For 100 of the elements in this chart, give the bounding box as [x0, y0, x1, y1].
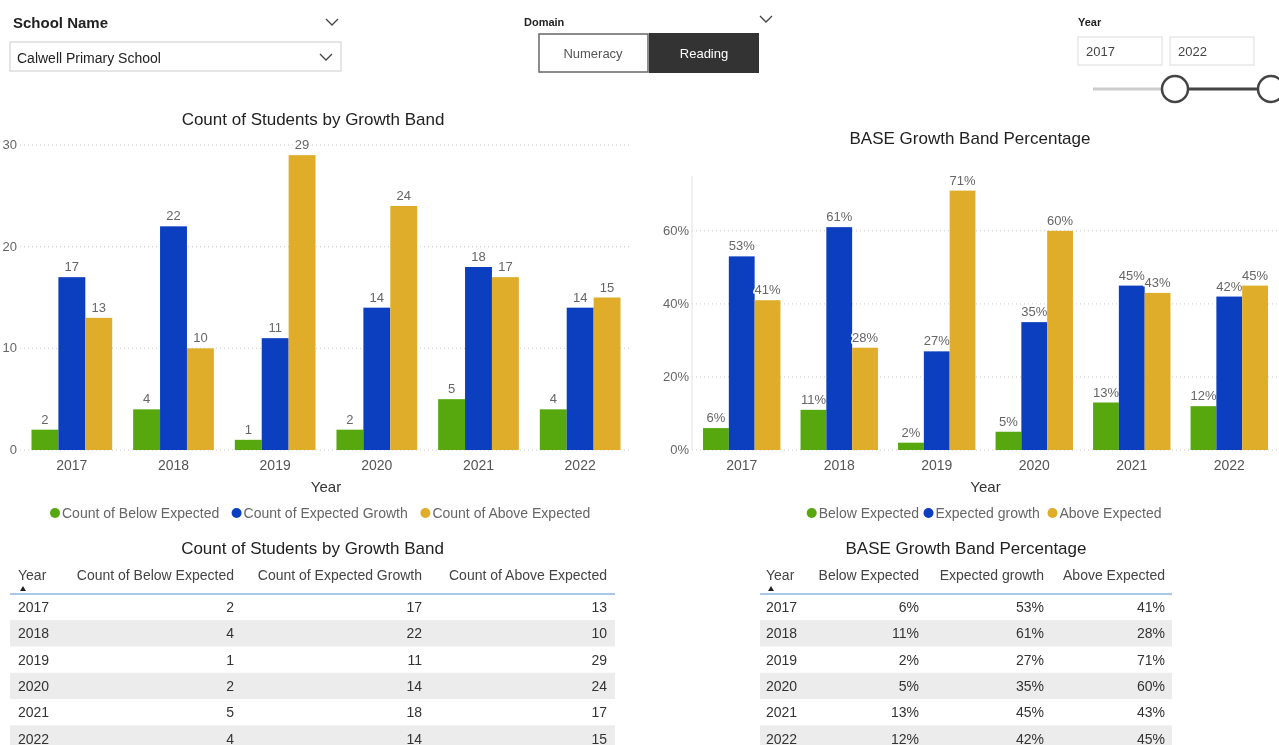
- text: 11%: [892, 625, 919, 642]
- data-label: 12%: [1190, 388, 1217, 404]
- chart-title: BASE Growth Band Percentage: [845, 539, 1087, 558]
- data-label: 4: [549, 391, 557, 407]
- x-tick-label: 2020: [361, 457, 393, 473]
- text: 11: [407, 651, 422, 668]
- text: 22: [406, 625, 422, 642]
- text: 35%: [1015, 677, 1044, 694]
- category-label: 2021: [18, 704, 50, 721]
- data-label: 42%: [1216, 278, 1243, 294]
- text: Numeracy: [563, 46, 624, 61]
- legend-label: Count of Below Expected: [62, 505, 220, 521]
- data-label: 18: [471, 249, 486, 264]
- text: 18: [406, 704, 422, 721]
- y-tick-label: 60%: [662, 222, 690, 238]
- data-label: 24: [396, 188, 411, 203]
- data-label: 28%: [852, 329, 879, 345]
- data-label: 17: [498, 259, 513, 275]
- text: 43%: [1136, 704, 1165, 721]
- data-label: 5: [447, 381, 456, 397]
- x-tick-label: 2019: [259, 457, 291, 473]
- data-label: 10: [193, 330, 208, 346]
- text: 13: [591, 599, 607, 615]
- text: Year: [1078, 16, 1102, 28]
- text: 13%: [890, 704, 919, 721]
- x-tick-label: 2018: [157, 457, 190, 473]
- x-tick-label: 2017: [726, 457, 758, 473]
- text: 2022: [1178, 44, 1207, 59]
- y-tick-label: 20: [2, 238, 17, 254]
- category-label: 2022: [18, 730, 50, 745]
- text: 45%: [1136, 730, 1165, 745]
- data-label: 60%: [1047, 212, 1074, 228]
- text: 45%: [1015, 704, 1044, 721]
- legend-label: Above Expected: [1059, 505, 1162, 521]
- text: 5: [226, 704, 234, 721]
- data-label: 1: [244, 421, 252, 437]
- text: 24: [591, 677, 607, 694]
- chart-title: BASE Growth Band Percentage: [849, 129, 1091, 148]
- y-tick-label: 0%: [670, 442, 690, 457]
- text: Count of Expected Growth: [257, 567, 422, 583]
- data-label: 71%: [949, 172, 976, 188]
- text: 12%: [890, 730, 919, 745]
- data-label: 4: [142, 391, 151, 407]
- data-label: 2%: [901, 424, 921, 440]
- data-label: 11%: [800, 391, 827, 407]
- y-tick-label: 10: [2, 340, 17, 356]
- data-label: 29: [294, 137, 310, 153]
- text: 71%: [1136, 651, 1165, 668]
- text: 2: [226, 677, 234, 694]
- data-label: 13%: [1092, 384, 1120, 400]
- text: School Name: [13, 14, 109, 31]
- category-label: 2019: [18, 651, 50, 668]
- data-label: 11: [268, 320, 282, 336]
- legend-label: Below Expected: [818, 505, 920, 521]
- text: Count of Above Expected: [449, 567, 607, 583]
- data-label: 61%: [826, 209, 853, 225]
- text: 60%: [1136, 677, 1165, 694]
- x-tick-label: 2017: [56, 457, 88, 473]
- data-label: 45%: [1242, 267, 1269, 283]
- x-tick-label: 2020: [1018, 457, 1051, 473]
- x-tick-label: 2021: [1116, 457, 1148, 473]
- data-label: 43%: [1144, 274, 1172, 290]
- text: 42%: [1015, 730, 1044, 745]
- text: 2%: [898, 651, 919, 668]
- category-label: 2018: [766, 625, 798, 642]
- category-label: 2021: [766, 704, 798, 721]
- text: Below Expected: [818, 567, 919, 583]
- text: 4: [226, 625, 234, 642]
- text: Calwell Primary School: [17, 50, 161, 66]
- x-tick-label: 2019: [921, 457, 953, 473]
- text: 28%: [1136, 625, 1165, 642]
- category-label: 2017: [18, 599, 50, 615]
- data-label: 15: [599, 279, 615, 295]
- data-label: 53%: [728, 238, 756, 254]
- text: 2022: [766, 730, 798, 745]
- text: 17: [406, 599, 422, 615]
- data-label: 14: [369, 289, 385, 305]
- text: Count of Below Expected: [76, 567, 234, 583]
- data-label: 2: [346, 411, 354, 427]
- data-label: 22: [166, 208, 181, 224]
- text: Reading: [679, 46, 729, 61]
- text: 27%: [1015, 651, 1044, 668]
- legend-label: Expected growth: [935, 505, 1040, 521]
- data-label: 27%: [923, 333, 951, 349]
- text: 14: [406, 730, 422, 745]
- text: 17: [591, 704, 607, 721]
- chart-title: Count of Students by Growth Band: [181, 110, 445, 129]
- legend-label: Count of Expected Growth: [243, 505, 408, 521]
- category-label: 2018: [18, 625, 50, 642]
- chart-title: Count of Students by Growth Band: [181, 539, 444, 558]
- x-axis-title: Year: [310, 478, 342, 495]
- text: 2: [226, 599, 234, 615]
- text: 2017: [766, 599, 798, 615]
- text: 53%: [1015, 599, 1044, 615]
- data-label: 14: [572, 289, 588, 305]
- text: Above Expected: [1063, 567, 1165, 583]
- x-tick-label: 2018: [823, 457, 856, 473]
- data-label: 2: [41, 411, 49, 427]
- text: 2017: [1086, 44, 1115, 59]
- text: Year: [766, 567, 795, 583]
